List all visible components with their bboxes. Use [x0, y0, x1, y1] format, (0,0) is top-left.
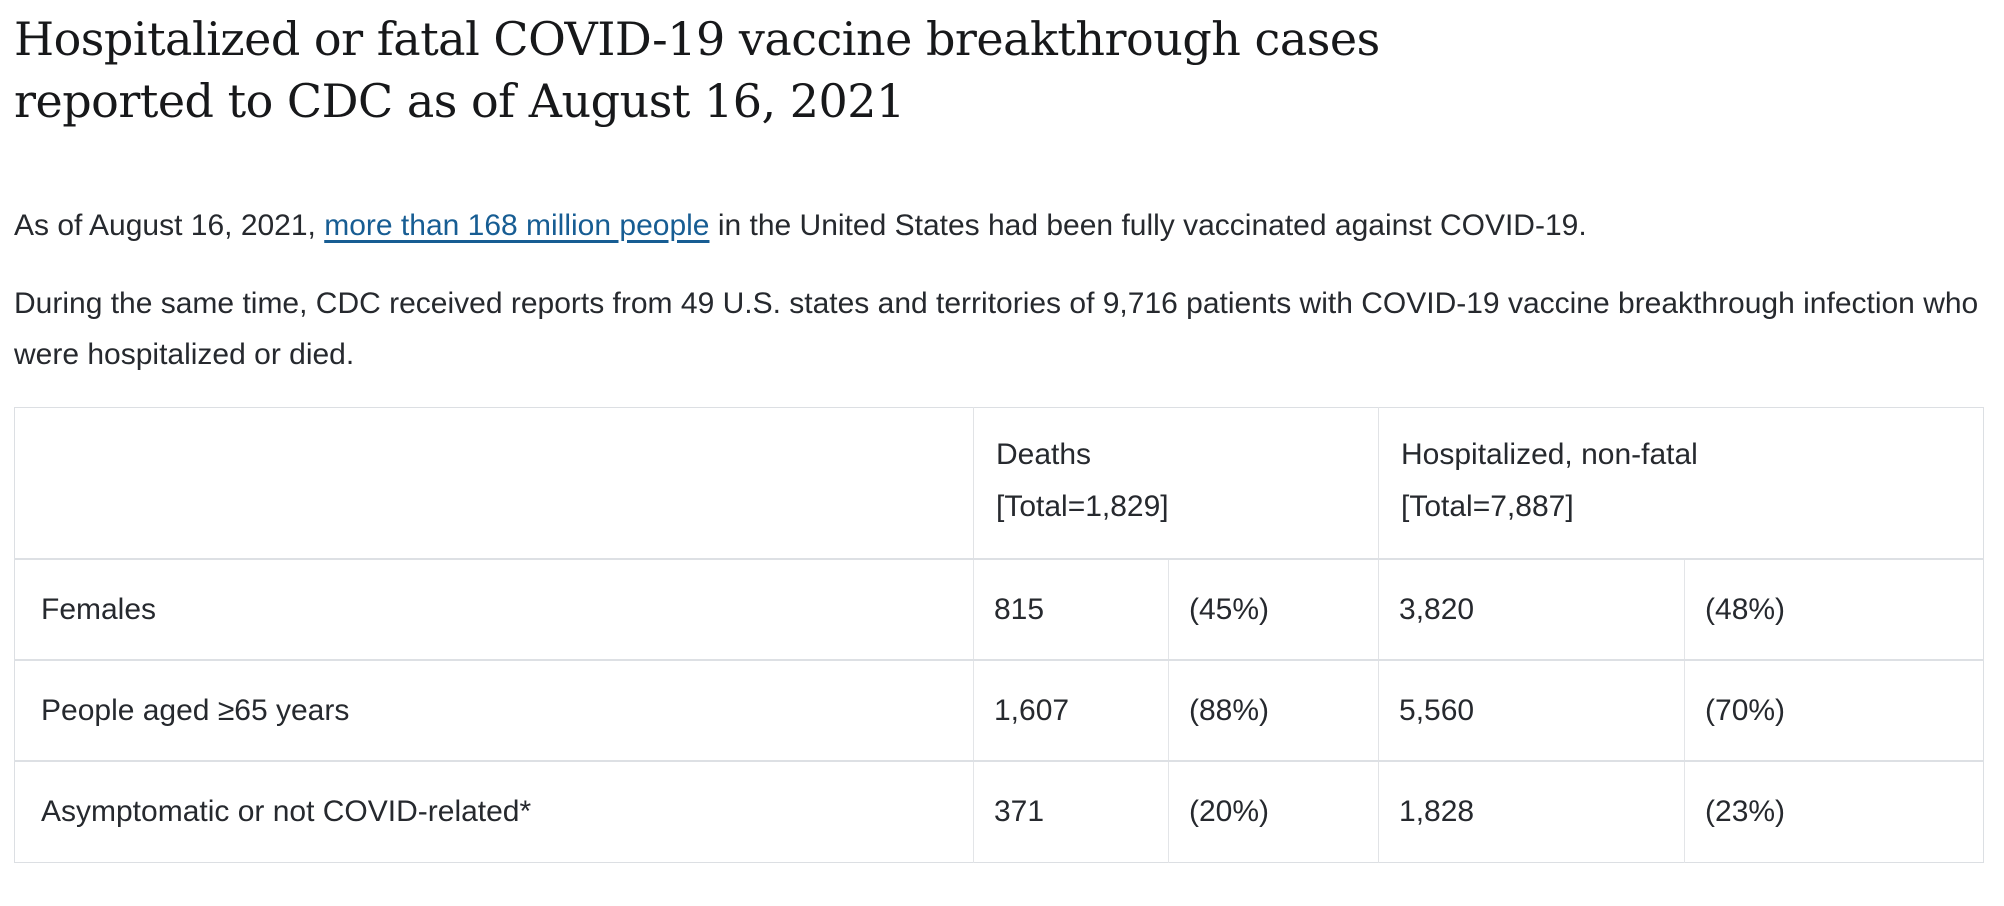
females-hospitalized-count: 3,820: [1378, 559, 1685, 660]
asymptomatic-hospitalized-count: 1,828: [1378, 761, 1685, 862]
page-title-line-1: Hospitalized or fatal COVID-19 vaccine b…: [14, 12, 1380, 66]
intro-paragraph-reports: During the same time, CDC received repor…: [14, 287, 1979, 371]
page-title-line-2: reported to CDC as of August 16, 2021: [14, 74, 905, 128]
column-header-deaths-label: Deaths: [996, 438, 1092, 471]
column-header-hospitalized-label: Hospitalized, non-fatal: [1401, 438, 1698, 471]
asymptomatic-deaths-count: 371: [973, 761, 1169, 862]
vaccinated-people-link[interactable]: more than 168 million people: [324, 209, 710, 242]
table-row-aged-65: People aged ≥65 years 1,607 (88%) 5,560 …: [14, 660, 1984, 761]
table-corner-cell: [15, 408, 974, 560]
aged-65-deaths-count: 1,607: [973, 660, 1169, 761]
row-label-aged-65: People aged ≥65 years: [41, 693, 350, 727]
article-content: Hospitalized or fatal COVID-19 vaccine b…: [14, 8, 1985, 863]
table-header-row: Deaths [Total=1,829] Hospitalized, non-f…: [15, 407, 1984, 560]
intro-paragraph-suffix: in the United States had been fully vacc…: [709, 209, 1587, 242]
column-header-hospitalized: Hospitalized, non-fatal [Total=7,887]: [1378, 407, 1984, 559]
breakthrough-cases-table: Deaths [Total=1,829] Hospitalized, non-f…: [14, 407, 1985, 863]
aged-65-hospitalized-percent: (70%): [1684, 660, 1984, 761]
breakthrough-table-wrapper: Deaths [Total=1,829] Hospitalized, non-f…: [14, 407, 1985, 863]
females-deaths-percent: (45%): [1167, 559, 1379, 660]
asymptomatic-deaths-percent: (20%): [1167, 761, 1379, 862]
column-header-deaths: Deaths [Total=1,829]: [972, 407, 1379, 559]
table-row-females: Females 815 (45%) 3,820 (48%): [14, 559, 1984, 660]
column-header-hospitalized-total: [Total=7,887]: [1401, 490, 1574, 523]
aged-65-deaths-percent: (88%): [1167, 660, 1379, 761]
aged-65-hospitalized-count: 5,560: [1378, 660, 1685, 761]
females-hospitalized-percent: (48%): [1684, 559, 1984, 660]
page-title: Hospitalized or fatal COVID-19 vaccine b…: [14, 8, 1983, 132]
asymptomatic-hospitalized-percent: (23%): [1684, 761, 1984, 862]
table-row-asymptomatic: Asymptomatic or not COVID-related* 371 (…: [14, 761, 1984, 862]
column-header-deaths-total: [Total=1,829]: [996, 490, 1169, 523]
intro-paragraph-vaccinated: As of August 16, 2021, more than 168 mil…: [14, 200, 1983, 251]
row-label-females: Females: [41, 592, 157, 626]
intro-paragraph-prefix: As of August 16, 2021,: [14, 209, 325, 242]
females-deaths-count: 815: [973, 559, 1169, 660]
row-label-asymptomatic: Asymptomatic or not COVID-related*: [41, 794, 532, 828]
